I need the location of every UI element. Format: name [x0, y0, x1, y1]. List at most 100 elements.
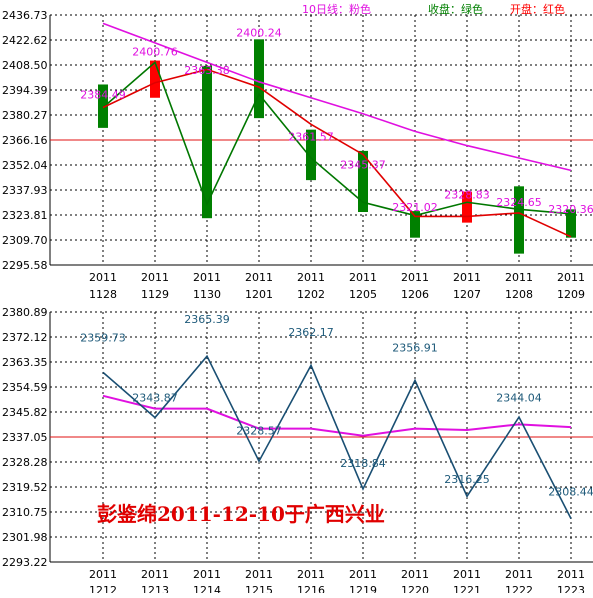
x-tick-year: 2011 — [505, 271, 533, 284]
x-tick-date: 1221 — [453, 584, 481, 593]
data-label: 2318.84 — [340, 457, 386, 470]
x-tick-date: 1219 — [349, 584, 377, 593]
y-tick-label: 2328.28 — [2, 456, 48, 469]
x-tick-date: 1223 — [557, 584, 585, 593]
data-label: 2321.02 — [392, 201, 438, 214]
data-label: 2356.91 — [392, 342, 438, 355]
x-tick-year: 2011 — [245, 568, 273, 581]
legend-open-label: 开盘：红色 — [510, 2, 565, 16]
data-label: 2359.73 — [80, 332, 126, 345]
x-tick-year: 2011 — [453, 271, 481, 284]
candle-bar — [98, 84, 108, 128]
x-tick-date: 1202 — [297, 288, 325, 301]
x-tick-year: 2011 — [245, 271, 273, 284]
candle-bar — [566, 209, 576, 238]
y-tick-label: 2380.89 — [2, 306, 48, 319]
data-label: 2400.76 — [132, 45, 178, 58]
data-label: 2320.36 — [548, 203, 593, 216]
data-label: 2324.65 — [496, 196, 542, 209]
candle-bar — [410, 211, 420, 238]
x-tick-date: 1207 — [453, 288, 481, 301]
x-tick-year: 2011 — [401, 568, 429, 581]
x-tick-year: 2011 — [349, 568, 377, 581]
x-tick-year: 2011 — [193, 568, 221, 581]
data-label: 2345.37 — [340, 159, 386, 172]
x-tick-year: 2011 — [141, 271, 169, 284]
y-tick-label: 2310.75 — [2, 506, 48, 519]
y-tick-label: 2422.62 — [2, 34, 48, 47]
x-tick-date: 1129 — [141, 288, 169, 301]
x-tick-date: 1220 — [401, 584, 429, 593]
data-label: 2308.44 — [548, 486, 593, 499]
data-label: 2400.24 — [236, 27, 282, 40]
x-tick-date: 1214 — [193, 584, 221, 593]
x-tick-date: 1130 — [193, 288, 221, 301]
x-tick-date: 1206 — [401, 288, 429, 301]
y-tick-label: 2394.39 — [2, 84, 48, 97]
candle-bar — [358, 150, 368, 213]
data-label: 2316.25 — [444, 473, 490, 486]
x-tick-year: 2011 — [557, 271, 585, 284]
y-tick-label: 2363.35 — [2, 356, 48, 369]
candle-bar — [514, 186, 524, 254]
x-tick-date: 1209 — [557, 288, 585, 301]
x-tick-date: 1128 — [89, 288, 117, 301]
candle-bar — [150, 60, 160, 98]
panel-bottom: 2380.89 2372.12 2363.35 2354.59 2345.82 2337.… — [2, 306, 593, 597]
x-tick-date: 1201 — [245, 288, 273, 301]
candle-bar — [306, 129, 316, 181]
y-tick-label: 2380.27 — [2, 109, 48, 122]
candle-bar — [202, 65, 212, 219]
candle-bar — [462, 191, 472, 223]
y-tick-label: 2295.58 — [2, 259, 48, 272]
series-line-open — [102, 68, 572, 238]
legend-close-label: 收盘：绿色 — [428, 2, 483, 16]
x-tick-date: 1222 — [505, 584, 533, 593]
x-tick-year: 2011 — [349, 271, 377, 284]
x-tick-date: 1212 — [89, 584, 117, 593]
data-label: 2363.38 — [184, 64, 230, 77]
y-tick-label: 2372.12 — [2, 331, 48, 344]
series-line-avg — [102, 394, 572, 437]
x-tick-date: 1213 — [141, 584, 169, 593]
y-tick-label: 2352.04 — [2, 159, 48, 172]
y-tick-label: 2293.22 — [2, 556, 48, 569]
x-tick-year: 2011 — [89, 568, 117, 581]
data-label: 2384.49 — [80, 89, 126, 102]
series-line-main — [102, 354, 572, 519]
y-tick-label: 2354.59 — [2, 381, 48, 394]
x-tick-year: 2011 — [193, 271, 221, 284]
x-tick-date: 1216 — [297, 584, 325, 593]
candle-bar — [254, 39, 264, 119]
x-tick-date: 1208 — [505, 288, 533, 301]
y-tick-label: 2408.50 — [2, 59, 48, 72]
data-label: 2344.04 — [496, 392, 542, 405]
y-tick-label: 2345.82 — [2, 406, 48, 419]
y-tick-label: 2323.81 — [2, 209, 48, 222]
data-label: 2328.83 — [444, 189, 490, 202]
data-label: 2328.57 — [236, 424, 282, 437]
series-line-ma10 — [102, 22, 572, 172]
series-line-close — [102, 60, 572, 217]
y-tick-label: 2301.98 — [2, 531, 48, 544]
y-tick-label: 2337.93 — [2, 184, 48, 197]
y-tick-label: 2337.05 — [2, 431, 48, 444]
y-tick-label: 2319.52 — [2, 481, 48, 494]
x-tick-date: 1205 — [349, 288, 377, 301]
data-label: 2343.87 — [132, 392, 178, 405]
x-tick-year: 2011 — [505, 568, 533, 581]
author-annotation: 彭鉴绵2011-12-10于广西兴业 — [97, 502, 385, 526]
y-tick-label: 2309.70 — [2, 234, 48, 247]
y-tick-label: 2436.73 — [2, 9, 48, 22]
x-tick-year: 2011 — [297, 271, 325, 284]
x-tick-year: 2011 — [557, 568, 585, 581]
panel-top: 2436.73 2422.62 2408.50 2394.39 2380.27 2366.… — [2, 9, 593, 301]
x-tick-year: 2011 — [453, 568, 481, 581]
x-tick-year: 2011 — [141, 568, 169, 581]
x-tick-year: 2011 — [297, 568, 325, 581]
data-label: 2365.39 — [184, 313, 230, 326]
legend-ma-label: 10日线：粉色 — [302, 2, 371, 16]
data-label: 2361.57 — [288, 130, 334, 143]
